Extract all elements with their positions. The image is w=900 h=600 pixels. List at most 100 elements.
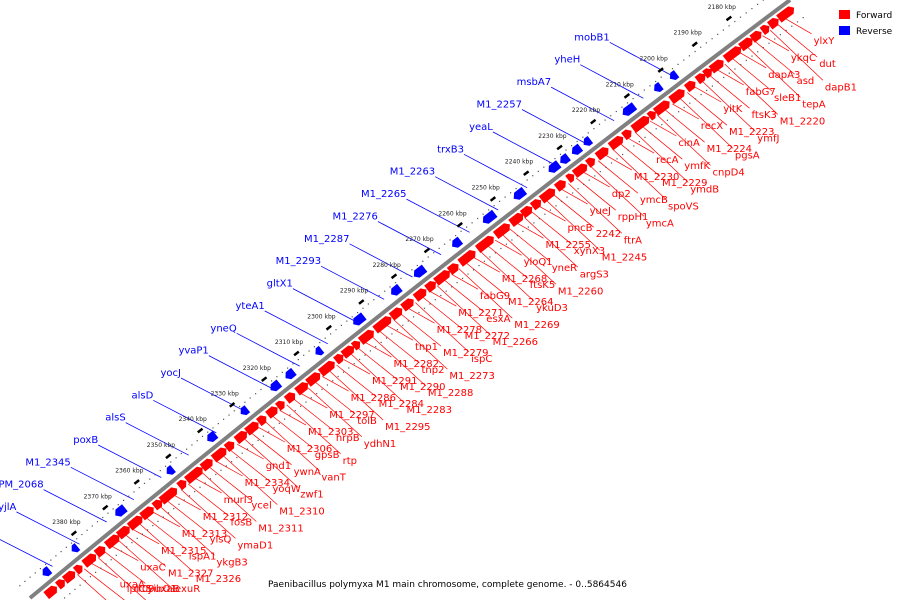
minor-tick (34, 572, 36, 574)
reverse-gene-label: M1_2265 (361, 189, 406, 200)
forward-leader-line (649, 120, 677, 137)
minor-tick (239, 405, 241, 408)
forward-leader-line (265, 421, 320, 471)
minor-tick (332, 380, 334, 382)
forward-leader-line (386, 324, 414, 341)
minor-tick (559, 153, 562, 155)
minor-tick (407, 320, 409, 322)
minor-tick (548, 162, 550, 164)
minor-tick (326, 384, 328, 386)
minor-tick (233, 410, 235, 412)
minor-tick (444, 243, 446, 245)
forward-gene-arrow (265, 406, 278, 419)
forward-gene-label: ymcA (646, 218, 674, 229)
minor-tick (316, 393, 318, 395)
kbp-tick-label: 2180 kbp (708, 4, 736, 11)
minor-tick (649, 85, 651, 87)
forward-leader-line (561, 188, 588, 205)
forward-leader-line (208, 466, 250, 499)
minor-tick (278, 422, 280, 424)
minor-tick (207, 431, 209, 433)
kbp-tick (165, 453, 172, 460)
minor-tick (194, 491, 196, 493)
minor-tick (677, 63, 679, 65)
kbp-tick (70, 530, 77, 537)
forward-leader-line (583, 171, 610, 188)
reverse-gene-label: gltX1 (267, 279, 293, 290)
forward-gene-label: ykuD3 (536, 303, 568, 314)
minor-tick (521, 183, 523, 185)
kbp-tick (358, 299, 365, 305)
forward-gene-arrow (529, 199, 542, 211)
kbp-tick-label: 2310 kbp (275, 339, 303, 346)
reverse-leader-line (349, 243, 413, 278)
forward-leader-line (118, 540, 174, 590)
forward-leader-line (524, 217, 579, 268)
minor-tick (757, 3, 759, 5)
minor-tick (706, 89, 708, 91)
minor-tick (533, 222, 535, 224)
reverse-leader-line (492, 131, 557, 166)
minor-tick (384, 290, 386, 292)
reverse-gene-arrow (513, 186, 528, 200)
reverse-gene-arrow (42, 566, 53, 577)
minor-tick (554, 158, 556, 160)
minor-tick (499, 200, 501, 202)
reverse-leader-line (580, 64, 644, 99)
forward-gene-label: M1_2295 (385, 422, 430, 433)
kbp-tick (133, 479, 140, 485)
minor-tick (394, 282, 397, 284)
minor-tick (391, 333, 393, 335)
minor-tick (532, 175, 534, 177)
minor-tick (802, 17, 804, 19)
forward-gene-label: M1_2283 (407, 405, 452, 416)
minor-tick (626, 102, 629, 104)
minor-tick (186, 448, 188, 450)
forward-leader-line (393, 319, 448, 370)
minor-tick (594, 175, 596, 177)
reverse-gene-label: M1_2257 (477, 100, 522, 111)
minor-tick (246, 448, 249, 450)
reverse-gene-arrow (207, 430, 219, 442)
forward-gene-arrow (776, 6, 795, 23)
minor-tick (583, 183, 585, 185)
kbp-tick (725, 15, 733, 22)
forward-leader-line (509, 228, 550, 262)
minor-tick (79, 584, 81, 586)
minor-tick (683, 106, 685, 109)
forward-gene-label: fabG9 (480, 291, 510, 302)
forward-leader-line (480, 251, 535, 302)
minor-tick (359, 358, 361, 360)
reverse-leader-line (125, 422, 189, 456)
kbp-tick (523, 170, 530, 176)
forward-gene-arrow (553, 180, 566, 192)
reverse-leader-line (0, 539, 53, 567)
reverse-leader-lines (0, 41, 673, 567)
minor-tick (516, 235, 518, 237)
forward-gene-label: asd (797, 76, 815, 87)
forward-leader-line (237, 443, 264, 460)
forward-gene-label: M1_2272 (465, 331, 510, 342)
minor-tick (604, 119, 606, 121)
minor-ticks (19, 0, 804, 599)
forward-gene-arrow (571, 163, 588, 178)
forward-gene-label: uxaB (154, 584, 179, 595)
minor-tick (672, 115, 674, 117)
forward-leader-line (642, 126, 683, 160)
minor-tick (482, 213, 484, 215)
kbp-tick (197, 427, 204, 434)
minor-tick (751, 55, 753, 57)
forward-gene-arrow (683, 80, 696, 93)
minor-tick (136, 537, 138, 539)
minor-tick (201, 435, 204, 437)
forward-leader-line (553, 194, 594, 228)
kbp-tick-label: 2260 kbp (438, 210, 466, 217)
reverse-gene-label: yheH (554, 55, 580, 66)
minor-tick (228, 414, 230, 416)
minor-tick (289, 414, 291, 416)
minor-tick (112, 508, 114, 510)
forward-gene-arrow (474, 235, 494, 253)
minor-tick (308, 350, 310, 352)
kbp-tick (691, 41, 698, 48)
minor-tick (779, 34, 781, 36)
